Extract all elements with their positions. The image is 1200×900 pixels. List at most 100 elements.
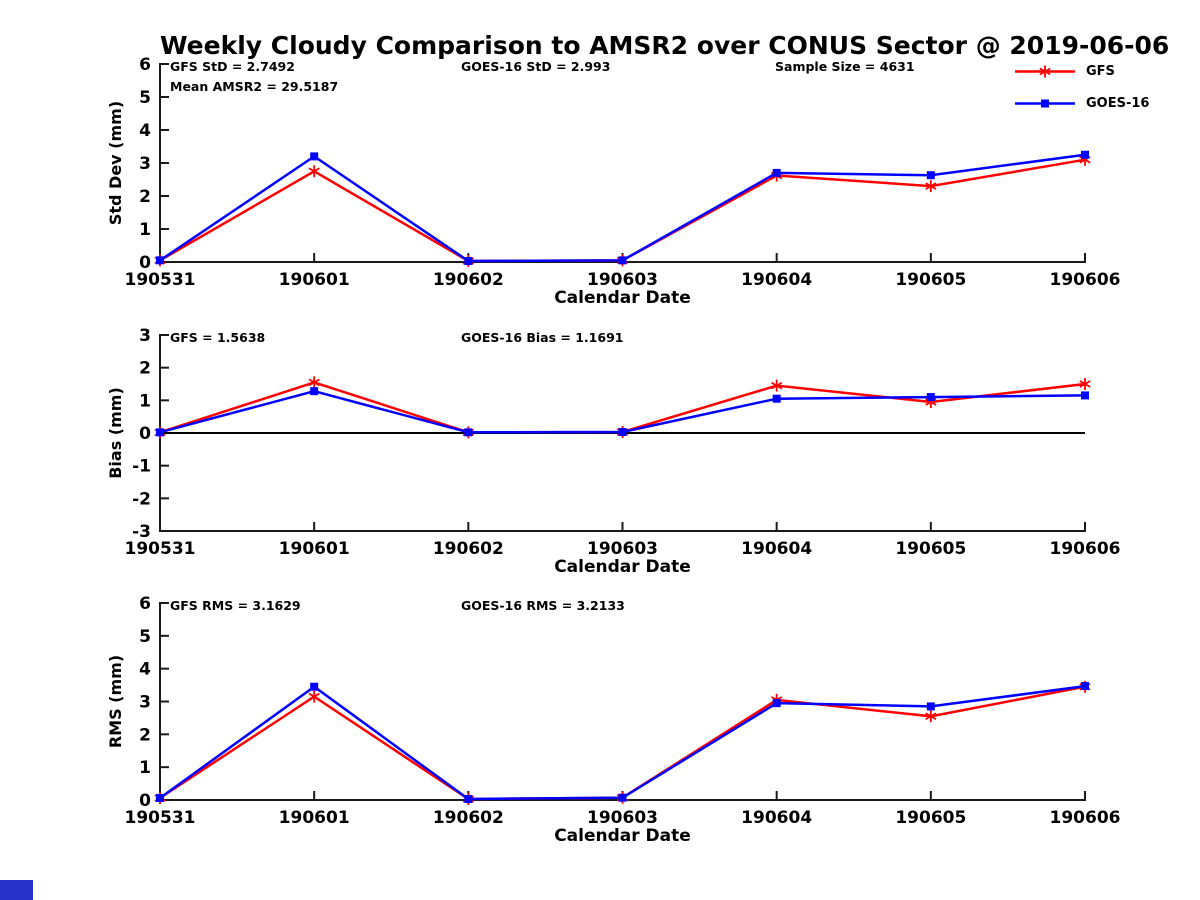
annotation-left: GFS = 1.5638 [170,330,265,345]
x-tick-label: 190605 [895,539,966,559]
marker-asterisk-gfs [1079,378,1091,390]
x-tick-label: 190606 [1050,539,1121,559]
marker-square-goes16 [156,256,164,265]
marker-asterisk-gfs [925,180,937,193]
x-tick-label: 190601 [279,539,350,559]
annotation-center: GOES-16 Bias = 1.1691 [461,330,623,345]
y-tick-label: 0 [139,791,151,811]
y-tick-label: 0 [139,253,151,273]
x-tick-label: 190605 [895,270,966,290]
marker-square-goes16 [1081,391,1089,400]
y-tick-label: 3 [139,693,151,713]
marker-square-goes16 [618,793,627,802]
marker-square-goes16 [772,699,781,708]
y-axis-title: Std Dev (mm) [106,101,125,225]
y-tick-label: 3 [139,154,151,174]
x-tick-label: 190602 [433,539,504,559]
x-tick-label: 190603 [587,539,658,559]
series-line-gfs [159,158,1086,263]
gfs-line-swatch [1015,65,1075,78]
marker-square-goes16 [926,702,935,711]
x-tick-label: 190606 [1050,270,1121,290]
marker-square-goes16 [1081,150,1089,159]
y-axis-title: RMS (mm) [106,655,125,748]
y-tick-label: 3 [139,326,151,346]
legend-label-goes16: GOES-16 [1086,96,1150,111]
y-tick-label: 5 [139,88,151,108]
x-tick-label: 190531 [125,539,196,559]
marker-asterisk-gfs [771,379,783,392]
marker-square-goes16 [926,393,935,402]
plot-rms: 0 1 2 3 4 5 6 190531 190601 190602 190603 190604 190… [106,594,1120,846]
x-tick-label: 190604 [741,539,812,559]
y-tick-label: -2 [132,489,151,509]
x-tick-label: 190603 [587,270,658,290]
x-tick-label: 190602 [433,270,504,290]
square-marker-icon [1041,99,1049,108]
x-tick-label: 190601 [279,270,350,290]
x-tick-label: 190603 [587,808,658,828]
y-tick-label: 5 [139,627,151,647]
y-tick-label: -1 [132,457,151,477]
x-tick-label: 190606 [1050,808,1121,828]
legend-label-gfs: GFS [1086,64,1115,79]
annotation-center: GOES-16 StD = 2.993 [461,59,610,74]
x-axis-title: Calendar Date [554,557,691,577]
series-line-goes16 [159,153,1086,263]
legend: GFS GOES-16 [1013,63,1149,112]
y-tick-label: 6 [139,55,151,75]
series-line-goes16 [159,684,1086,801]
marker-asterisk-gfs [308,165,320,178]
corner-blue-square [0,880,33,900]
legend-item-gfs: GFS [1013,63,1149,80]
annotation-right: Sample Size = 4631 [775,59,915,74]
y-tick-label: 2 [139,725,151,745]
y-tick-label: 4 [139,121,151,141]
x-axis-title: Calendar Date [554,826,691,846]
plot-stddev: 0 1 2 3 4 5 6 190531 190601 190602 190603 190604 190… [106,55,1120,308]
asterisk-marker-icon [1039,65,1051,78]
marker-square-goes16 [618,428,627,437]
legend-item-goes16: GOES-16 [1013,95,1149,112]
x-tick-label: 190604 [741,270,812,290]
goes16-line-swatch [1015,99,1075,108]
y-tick-label: 0 [139,424,151,444]
figure-title: Weekly Cloudy Comparison to AMSR2 over C… [160,31,1170,60]
y-tick-label: 2 [139,359,151,379]
x-tick-label: 190605 [895,808,966,828]
plot-bias: -3 -2 -1 0 1 2 3 190531 190601 190602 190603 190604… [106,326,1120,577]
marker-asterisk-gfs [308,690,320,703]
marker-square-goes16 [464,795,473,804]
y-tick-label: 1 [139,391,151,411]
x-tick-label: 190602 [433,808,504,828]
y-tick-label: 1 [139,220,151,240]
marker-square-goes16 [464,428,473,437]
annotation-left2: Mean AMSR2 = 29.5187 [170,79,338,94]
x-tick-label: 190531 [125,808,196,828]
marker-square-goes16 [310,387,319,396]
x-axis-title: Calendar Date [554,288,691,308]
marker-square-goes16 [618,256,627,265]
x-tick-label: 190601 [279,808,350,828]
y-axis-title: Bias (mm) [106,387,125,479]
marker-square-goes16 [772,394,781,403]
marker-asterisk-gfs [925,710,937,723]
marker-square-goes16 [310,152,319,161]
marker-square-goes16 [156,794,164,803]
x-tick-label: 190604 [741,808,812,828]
y-tick-label: -3 [132,522,151,542]
x-tick-label: 190531 [125,270,196,290]
marker-square-goes16 [156,428,164,437]
y-tick-label: 1 [139,758,151,778]
annotation-left: GFS StD = 2.7492 [170,59,295,74]
annotation-center: GOES-16 RMS = 3.2133 [461,598,625,613]
y-tick-label: 2 [139,187,151,207]
marker-square-goes16 [772,168,781,177]
annotation-left: GFS RMS = 3.1629 [170,598,301,613]
y-tick-label: 4 [139,660,151,680]
marker-square-goes16 [1081,682,1089,691]
marker-square-goes16 [926,171,935,180]
marker-asterisk-gfs [308,376,320,389]
